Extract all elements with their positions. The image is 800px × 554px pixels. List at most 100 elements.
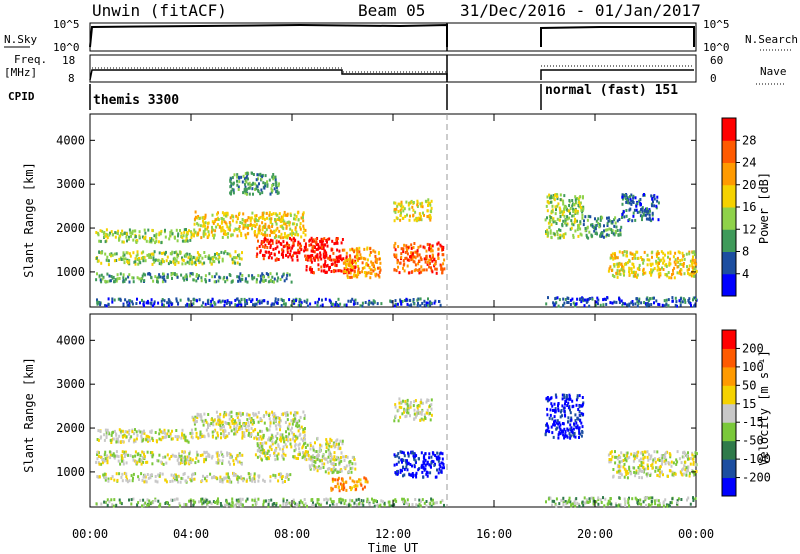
velocity-pixel [291, 431, 294, 435]
power-pixel [108, 279, 111, 283]
velocity-pixel [252, 476, 255, 480]
power-pixel [317, 258, 320, 262]
power-pixel [221, 257, 224, 261]
velocity-pixel [111, 503, 114, 507]
power-pixel [286, 234, 289, 238]
velocity-pixel [665, 458, 668, 462]
velocity-pixel [351, 499, 354, 503]
power-pixel [218, 299, 221, 303]
power-pixel [613, 233, 616, 237]
velocity-pixel [256, 455, 259, 459]
power-pixel [295, 251, 298, 255]
power-pixel [365, 263, 368, 267]
power-pixel [349, 255, 352, 259]
power-pixel [106, 236, 109, 240]
power-pixel [249, 219, 252, 223]
power-pixel [320, 243, 323, 247]
velocity-pixel [128, 429, 131, 433]
power-pixel [363, 266, 366, 270]
velocity-pixel [112, 437, 115, 441]
velocity-pixel [273, 451, 276, 455]
power-pixel [570, 219, 573, 223]
power-pixel [584, 215, 587, 219]
power-pixel [292, 243, 295, 247]
power-pixel [694, 302, 697, 306]
power-colorbar-swatch [722, 229, 736, 252]
power-pixel [238, 225, 241, 229]
velocity-pixel [285, 474, 288, 478]
power-pixel [184, 253, 187, 257]
velocity-pixel [417, 408, 420, 412]
power-pixel [321, 238, 324, 242]
velocity-pixel [277, 479, 280, 483]
velocity-pixel [205, 498, 208, 502]
power-pixel [146, 253, 149, 257]
velocity-pixel [296, 502, 298, 506]
power-pixel [564, 221, 566, 225]
velocity-pixel [619, 465, 622, 469]
velocity-pixel [443, 466, 445, 470]
power-pixel [284, 213, 287, 217]
power-pixel [633, 270, 635, 274]
nsky-trace-1 [89, 23, 448, 48]
power-pixel [265, 272, 268, 276]
velocity-pixel [323, 498, 326, 502]
velocity-pixel [158, 437, 161, 441]
velocity-pixel [314, 503, 317, 507]
power-pixel [418, 253, 421, 257]
power-pixel [572, 214, 575, 218]
velocity-pixel [149, 451, 152, 455]
velocity-pixel [694, 451, 697, 455]
power-pixel [229, 216, 232, 220]
power-pixel [117, 229, 120, 233]
power-pixel [204, 302, 207, 306]
velocity-pixel [239, 411, 242, 415]
power-pixel [323, 265, 326, 269]
velocity-pixel [176, 478, 178, 482]
velocity-pixel [362, 499, 365, 503]
power-pixel [191, 272, 194, 276]
power-pixel [615, 300, 618, 304]
velocity-pixel [311, 463, 314, 467]
velocity-pixel [245, 499, 248, 503]
power-pixel [176, 239, 179, 243]
velocity-pixel [201, 502, 204, 506]
velocity-pixel [233, 427, 236, 431]
power-pixel [297, 243, 299, 247]
power-pixel [546, 230, 549, 234]
power-pixel [618, 261, 621, 265]
power-pixel [662, 256, 665, 260]
power-pixel [626, 261, 629, 265]
power-pixel [204, 274, 207, 278]
power-pixel [641, 210, 644, 214]
velocity-pixel [573, 431, 576, 435]
velocity-pixel [673, 471, 676, 475]
power-pixel [108, 274, 111, 278]
power-pixel [394, 302, 397, 306]
velocity-pixel [319, 459, 322, 463]
velocity-pixel [647, 467, 650, 471]
power-pixel [106, 259, 109, 262]
power-pixel [342, 270, 345, 274]
velocity-pixel [216, 431, 219, 435]
velocity-pixel [578, 436, 580, 439]
velocity-pixel [238, 460, 241, 464]
power-pixel [338, 269, 341, 273]
power-pixel [561, 234, 564, 238]
power-pixel [278, 182, 280, 186]
velocity-pixel [322, 456, 325, 460]
power-pixel [284, 244, 287, 248]
velocity-pixel [364, 480, 367, 484]
power-pixel [113, 280, 116, 284]
velocity-pixel [152, 439, 154, 442]
power-pixel [252, 173, 255, 176]
velocity-pixel [298, 453, 301, 456]
power-pixel [550, 210, 553, 213]
power-pixel [274, 180, 277, 184]
power-pixel [679, 259, 682, 262]
velocity-pixel [232, 471, 234, 475]
velocity-pixel [293, 411, 296, 415]
velocity-pixel [430, 465, 432, 469]
power-pixel [693, 296, 696, 300]
power-pixel [188, 229, 190, 233]
